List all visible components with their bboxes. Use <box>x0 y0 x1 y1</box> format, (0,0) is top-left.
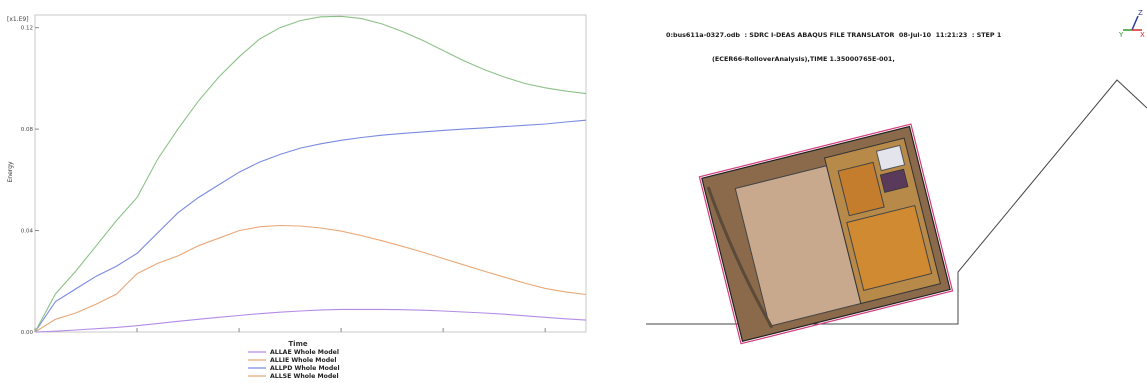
orientation-triad[interactable]: Z X Y <box>1118 6 1146 38</box>
y-tick-label: 0.04 <box>21 229 34 235</box>
legend-entry: ALLSE Whole Model <box>270 373 339 380</box>
x-ticks <box>34 328 546 332</box>
plot-frame <box>34 14 587 333</box>
legend-entry: ALLIE Whole Model <box>270 357 336 364</box>
bus-dark-detail <box>879 168 909 193</box>
x-axis-label: Time <box>288 340 307 348</box>
legend-entry: ALLAE Whole Model <box>270 349 339 356</box>
series-line-4 <box>34 15 587 333</box>
triad-z-axis <box>1131 15 1139 31</box>
y-tick-label: 0.08 <box>21 127 34 133</box>
viewport-title: 0:bus611a-0327.odb : SDRC I-DEAS ABAQUS … <box>666 15 1096 79</box>
bus-shell-highlight <box>698 123 954 345</box>
bus-seat-block-2 <box>837 161 885 217</box>
series-line-2 <box>34 119 587 333</box>
model-viewport[interactable]: 0:bus611a-0327.odb : SDRC I-DEAS ABAQUS … <box>600 0 1147 383</box>
y-tick-label: 0.12 <box>21 26 33 32</box>
series-line-0 <box>34 308 587 333</box>
triad-z-label: Z <box>1138 9 1143 17</box>
series-line-1 <box>34 224 587 333</box>
triad-y-label: Y <box>1118 31 1124 38</box>
y-axis-label: Energy <box>7 161 14 182</box>
ground-outline <box>646 79 1147 325</box>
bus-roof-edge <box>706 186 774 329</box>
bus-seat-block-1 <box>846 204 933 292</box>
y-tick-label: 0.00 <box>21 330 34 336</box>
bus-window-frame <box>875 144 906 172</box>
viewport-title-line-1: 0:bus611a-0327.odb : SDRC I-DEAS ABAQUS … <box>666 31 1002 39</box>
energy-plot: [x1.E9] Energy Time 0.00 0.04 0.08 0.12 ALL… <box>7 14 587 380</box>
triad-x-label: X <box>1140 31 1145 38</box>
viewport-title-line-2: (ECER66-RolloverAnalysis),TIME 1.3500076… <box>712 55 895 63</box>
y-ticks: 0.00 0.04 0.08 0.12 <box>21 26 39 336</box>
scale-label: [x1.E9] <box>7 16 29 23</box>
series-lines <box>34 15 587 333</box>
legend-entry: ALLPD Whole Model <box>270 365 340 372</box>
rollover-scene <box>646 79 1147 345</box>
bus-model <box>698 123 954 345</box>
